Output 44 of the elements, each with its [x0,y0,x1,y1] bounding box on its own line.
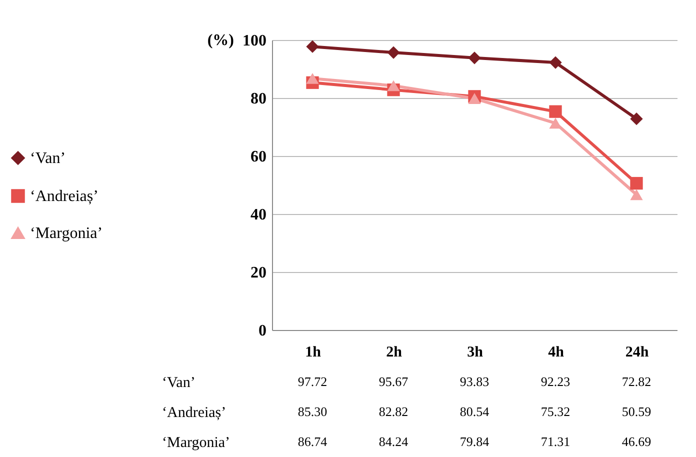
point [468,52,481,64]
y-tick-label: 60 [250,148,266,166]
point [630,112,643,126]
x-tick-label: 4h [548,344,565,360]
data-label: 93.83 [460,374,490,389]
point [468,92,481,104]
x-tick-label: 3h [467,344,484,360]
text: ‘Margonia’ [162,435,230,451]
data-label: 71.31 [540,434,570,449]
data-label: 82.82 [378,404,408,419]
point [630,176,643,190]
y-tick-label: 80 [250,90,266,108]
data-label: 95.67 [378,374,409,389]
data-label: 84.24 [378,434,409,449]
point [306,40,319,53]
data-label: 97.72 [298,374,328,389]
data-label: 85.30 [298,404,328,419]
data-label: 72.82 [622,374,652,389]
point [387,46,400,59]
point [387,80,400,92]
point [549,105,562,118]
data-label: 75.32 [540,404,570,419]
y-tick-label: 20 [250,264,266,282]
data-label: 86.74 [298,434,328,449]
x-tick-label: 1h [305,344,322,360]
point [306,72,319,84]
x-tick-label: 24h [625,344,650,360]
y-tick-label: 100 [242,32,266,50]
y-axis-title: (%) [207,32,234,49]
point [630,189,643,200]
text: ‘Andreiaș’ [162,405,226,421]
y-tick-label: 0 [258,322,266,340]
x-tick-label: 2h [386,344,403,360]
legend-label: ‘Andreiaș’ [30,188,98,205]
text: ‘Van’ [162,375,196,391]
data-label: 46.69 [622,434,652,449]
point [549,56,562,69]
data-label: 92.23 [540,374,570,389]
y-tick-label: 40 [250,206,266,224]
data-label: 80.54 [460,404,490,419]
data-label: 50.59 [622,404,652,419]
data-label: 79.84 [460,434,490,449]
legend-label: ‘Margonia’ [30,225,103,242]
legend-label: ‘Van’ [30,150,66,167]
